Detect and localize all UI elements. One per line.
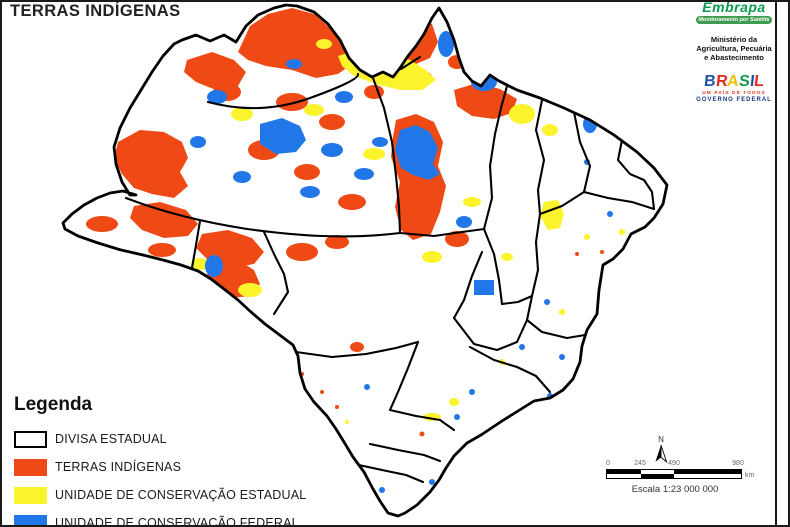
- uc-federal-swatch: [14, 514, 47, 525]
- brasil-tagline: UM PAÍS DE TODOS: [702, 90, 766, 96]
- terras-indigenas-swatch: [14, 458, 47, 476]
- scale-bar: 0 245 490 980 km Escala 1:23 000 000: [606, 460, 756, 495]
- scale-tick: 0: [606, 460, 610, 467]
- brasil-governo-federal-logo: BRASIL UM PAÍS DE TODOS GOVERNO FEDERAL: [695, 72, 773, 103]
- legend-item-label: UNIDADE DE CONSERVAÇÃO ESTADUAL: [55, 488, 307, 502]
- legend: Legenda DIVISA ESTADUAL TERRAS INDÍGENAS…: [14, 394, 306, 527]
- ministry-line: Ministério da: [710, 35, 758, 44]
- legend-item-label: UNIDADE DE CONSERVAÇÃO FEDERAL: [55, 516, 299, 527]
- scale-ticks: 0 245 490 980: [606, 460, 756, 469]
- brasil-wordmark: BRASIL: [695, 72, 773, 90]
- legend-heading: Legenda: [14, 394, 93, 415]
- embrapa-tagline: Monitoramento por Satélite: [696, 16, 772, 24]
- scale-tick: 245: [634, 460, 646, 467]
- legend-item-uc-federal: UNIDADE DE CONSERVAÇÃO FEDERAL: [14, 514, 306, 527]
- scale-tick: 980: [732, 460, 744, 467]
- scale-unit: km: [745, 472, 755, 479]
- map-frame-line: [775, 2, 777, 525]
- state-boundaries: [124, 55, 656, 484]
- north-label: N: [658, 435, 664, 444]
- embrapa-logo: Embrapa Monitoramento por Satélite: [695, 0, 773, 24]
- legend-item-terras-indigenas: TERRAS INDÍGENAS: [14, 458, 306, 476]
- map-title: TERRAS INDÍGENAS: [10, 2, 181, 20]
- logos-column: Embrapa Monitoramento por Satélite Minis…: [695, 0, 773, 103]
- brasil-letter: L: [753, 72, 765, 90]
- legend-item-divisa-estadual: DIVISA ESTADUAL: [14, 430, 306, 448]
- ministry-line: Agricultura, Pecuária: [696, 43, 772, 53]
- scale-tick: 490: [668, 460, 680, 467]
- ministry-logo: Ministério da Agricultura, Pecuária e Ab…: [695, 35, 773, 63]
- governo-federal-label: GOVERNO FEDERAL: [696, 96, 772, 103]
- divisa-estadual-swatch: [14, 430, 47, 448]
- north-arrow-glyph: [655, 444, 668, 464]
- ministry-line: e Abastecimento: [704, 52, 764, 62]
- scale-caption: Escala 1:23 000 000: [631, 484, 719, 495]
- legend-item-label: TERRAS INDÍGENAS: [55, 460, 182, 474]
- embrapa-wordmark: Embrapa: [702, 0, 766, 15]
- scale-bar-graphic: [606, 469, 742, 479]
- uc-estadual-swatch: [14, 486, 47, 504]
- north-arrow: N: [650, 436, 672, 469]
- legend-item-label: DIVISA ESTADUAL: [55, 432, 167, 446]
- legend-item-uc-estadual: UNIDADE DE CONSERVAÇÃO ESTADUAL: [14, 486, 306, 504]
